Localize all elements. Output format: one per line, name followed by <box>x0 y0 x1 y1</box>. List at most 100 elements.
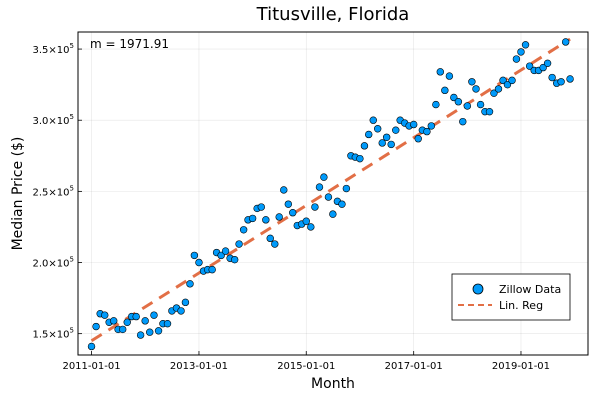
data-point <box>476 100 485 109</box>
data-point <box>266 234 274 243</box>
data-point <box>181 298 190 307</box>
data-point <box>432 100 440 109</box>
x-axis-ticks: 2011-01-01 2013-01-01 2015-01-01 2017-01-01… <box>62 351 550 372</box>
data-point <box>239 226 248 234</box>
x-tick-label: 2015-01-01 <box>277 361 335 372</box>
data-point <box>289 209 297 217</box>
data-point <box>163 319 172 328</box>
slope-annotation: m = 1971.91 <box>90 37 169 51</box>
data-point <box>382 133 391 141</box>
data-point <box>427 122 436 130</box>
legend-marker-zillow-data <box>472 283 484 295</box>
data-point <box>441 86 449 95</box>
data-point <box>459 117 467 126</box>
data-point <box>450 93 458 102</box>
data-point <box>521 41 530 49</box>
data-point <box>92 322 100 331</box>
data-point <box>186 280 194 288</box>
scatter-points-layer <box>87 38 574 351</box>
data-point <box>217 251 225 260</box>
data-point <box>423 127 431 136</box>
data-point <box>494 85 503 93</box>
data-point <box>230 255 239 264</box>
data-point <box>414 135 422 143</box>
data-point <box>329 210 337 218</box>
data-point <box>284 200 293 208</box>
y-tick-label: 2.5×105 <box>33 184 74 198</box>
data-point <box>409 120 418 129</box>
data-point <box>87 342 96 351</box>
data-point <box>360 142 369 150</box>
data-point <box>235 240 243 248</box>
data-point <box>118 325 127 334</box>
data-point <box>221 247 230 255</box>
data-point <box>356 154 364 163</box>
data-point <box>315 183 324 191</box>
data-point <box>378 139 386 147</box>
data-point <box>566 75 574 83</box>
data-point <box>525 62 534 70</box>
data-point <box>146 328 154 336</box>
data-point <box>271 240 279 248</box>
data-point <box>365 130 373 139</box>
data-point <box>512 55 521 63</box>
data-point <box>499 76 507 85</box>
y-tick-label: 3.5×105 <box>33 42 74 56</box>
data-point <box>369 116 377 124</box>
data-point <box>190 251 199 260</box>
data-point <box>257 203 265 211</box>
data-point <box>262 216 270 224</box>
data-point <box>539 63 547 72</box>
data-point <box>110 317 118 325</box>
x-tick-label: 2011-01-01 <box>62 361 120 372</box>
x-tick-label: 2019-01-01 <box>492 361 550 372</box>
regression-line <box>90 37 571 343</box>
data-point <box>557 78 565 86</box>
data-point <box>208 265 216 274</box>
y-tick-label: 2.0×105 <box>33 256 74 270</box>
data-point <box>490 89 498 97</box>
y-axis-ticks: 1.5×105 2.0×105 2.5×105 3.0×105 3.5×105 <box>33 42 82 341</box>
x-axis-label: Month <box>311 376 355 392</box>
legend-box <box>451 273 571 321</box>
data-point <box>195 258 203 267</box>
data-point <box>503 80 512 89</box>
data-point <box>177 307 185 315</box>
data-point <box>472 85 480 93</box>
data-point <box>141 317 149 325</box>
legend-label-lin-reg: Lin. Reg <box>499 299 543 312</box>
x-tick-label: 2013-01-01 <box>170 361 228 372</box>
y-axis-label: Median Price ($) <box>10 137 26 251</box>
data-point <box>561 38 570 46</box>
legend: Zillow Data Lin. Reg <box>451 273 571 321</box>
legend-label-zillow-data: Zillow Data <box>499 283 561 296</box>
y-tick-label: 1.5×105 <box>33 327 74 341</box>
data-point <box>280 186 288 194</box>
y-tick-label: 3.0×105 <box>33 113 74 127</box>
data-point <box>543 59 552 68</box>
data-point <box>154 327 163 335</box>
data-point <box>320 173 328 181</box>
data-point <box>136 331 145 339</box>
data-point <box>275 213 283 221</box>
data-point <box>342 184 351 193</box>
data-point <box>548 73 556 82</box>
data-point <box>150 311 158 319</box>
data-point <box>485 107 494 116</box>
plot-frame <box>77 31 589 356</box>
data-point <box>468 78 476 86</box>
data-point <box>392 126 400 134</box>
data-point <box>517 48 525 56</box>
data-point <box>311 203 319 211</box>
data-point <box>463 102 472 110</box>
data-point <box>445 72 454 80</box>
data-point <box>123 318 131 326</box>
data-point <box>248 214 257 223</box>
data-point <box>373 125 382 133</box>
data-point <box>132 312 140 321</box>
data-point <box>101 311 109 319</box>
data-point <box>454 98 463 106</box>
x-tick-label: 2017-01-01 <box>385 361 443 372</box>
regression-line-layer <box>90 37 571 343</box>
